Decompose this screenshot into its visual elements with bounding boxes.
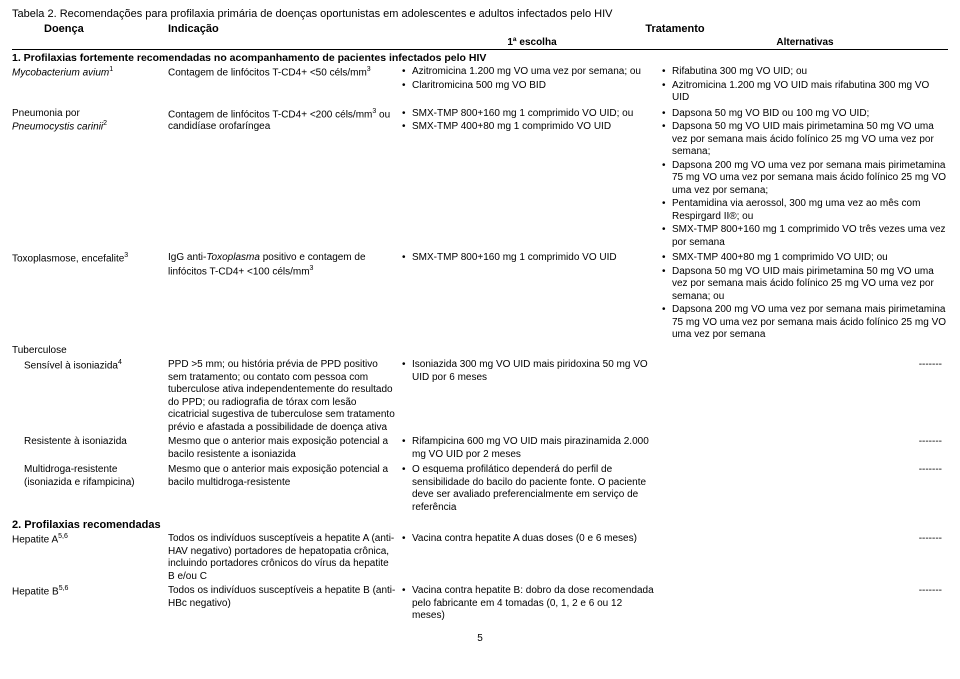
first-choice-list: Isoniazida 300 mg VO UID mais piridoxina…: [402, 359, 656, 384]
indication-cell: Todos os indivíduos susceptíveis a hepat…: [168, 585, 402, 610]
disease-name: Hepatite B: [12, 586, 59, 597]
table-row: Resistente à isoniazida Mesmo que o ante…: [12, 435, 948, 463]
header-indicacao: Indicação: [168, 23, 402, 35]
footnote-ref: 2: [103, 120, 107, 127]
disease-sub: Resistente à isoniazida: [12, 436, 162, 449]
first-choice-list: Vacina contra hepatite A duas doses (0 e…: [402, 533, 656, 546]
list-item: Vacina contra hepatite B: dobro da dose …: [402, 585, 656, 623]
list-item: SMX-TMP 800+160 mg 1 comprimido VO UID: [402, 252, 656, 265]
section1-title: 1. Profilaxias fortemente recomendadas n…: [12, 49, 948, 65]
alt-dash: -------: [662, 359, 948, 370]
alt-dash: -------: [662, 585, 948, 596]
first-choice-list: SMX-TMP 800+160 mg 1 comprimido VO UID: [402, 252, 656, 265]
list-item: O esquema profilático dependerá do perfi…: [402, 464, 656, 514]
indication-cell: Mesmo que o anterior mais exposição pote…: [168, 464, 402, 489]
list-item: Pentamidina via aerossol, 300 mg uma vez…: [662, 198, 948, 223]
indication-cell: PPD >5 mm; ou história prévia de PPD pos…: [168, 359, 402, 434]
alt-dash: -------: [662, 436, 948, 447]
list-item: Dapsona 200 mg VO uma vez por semana mai…: [662, 160, 948, 198]
footnote-ref: 4: [118, 359, 122, 366]
first-choice-list: Rifampicina 600 mg VO UID mais pirazinam…: [402, 436, 656, 461]
list-item: Dapsona 200 mg VO uma vez por semana mai…: [662, 304, 948, 342]
table-row: Hepatite B5,6 Todos os indivíduos suscep…: [12, 584, 948, 625]
list-item: Dapsona 50 mg VO UID mais pirimetamina 5…: [662, 121, 948, 159]
list-item: Isoniazida 300 mg VO UID mais piridoxina…: [402, 359, 656, 384]
table-row: Hepatite A5,6 Todos os indivíduos suscep…: [12, 532, 948, 584]
list-item: Azitromicina 1.200 mg VO UID mais rifabu…: [662, 80, 948, 105]
list-item: Claritromicina 500 mg VO BID: [402, 80, 656, 93]
indication-cell: Contagem de linfócitos T-CD4+ <50 céls/m…: [168, 66, 402, 80]
indication-cell: Todos os indivíduos susceptíveis a hepat…: [168, 533, 402, 583]
list-item: Azitromicina 1.200 mg VO uma vez por sem…: [402, 66, 656, 79]
first-choice-list: SMX-TMP 800+160 mg 1 comprimido VO UID; …: [402, 108, 656, 134]
list-item: Dapsona 50 mg VO BID ou 100 mg VO UID;: [662, 108, 948, 121]
disease-sub: Multidroga-resistente (isoniazida e rifa…: [12, 464, 162, 489]
list-item: SMX-TMP 400+80 mg 1 comprimido VO UID; o…: [662, 252, 948, 265]
table-row: Multidroga-resistente (isoniazida e rifa…: [12, 463, 948, 516]
disease-name: Mycobacterium avium: [12, 67, 109, 78]
disease-name: Toxoplasmose, encefalite: [12, 253, 124, 264]
disease-name-italic: Pneumocystis carinii: [12, 121, 103, 132]
indication-cell: IgG anti-Toxoplasma positivo e contagem …: [168, 252, 402, 278]
header-row: Doença Indicação Tratamento: [12, 22, 948, 37]
first-choice-list: O esquema profilático dependerá do perfi…: [402, 464, 656, 514]
footnote-ref: 5,6: [59, 585, 69, 592]
list-item: SMX-TMP 800+160 mg 1 comprimido VO três …: [662, 224, 948, 249]
disease-name: Pneumonia por: [12, 108, 80, 119]
table-row: Sensível à isoniazida4 PPD >5 mm; ou his…: [12, 358, 948, 435]
alternatives-list: Rifabutina 300 mg VO UID; ou Azitromicin…: [662, 66, 948, 105]
indication-cell: Contagem de linfócitos T-CD4+ <200 céls/…: [168, 108, 402, 134]
alt-dash: -------: [662, 464, 948, 475]
list-item: SMX-TMP 800+160 mg 1 comprimido VO UID; …: [402, 108, 656, 121]
footnote-ref: 1: [109, 66, 113, 73]
first-choice-list: Vacina contra hepatite B: dobro da dose …: [402, 585, 656, 623]
table-title: Tabela 2. Recomendações para profilaxia …: [12, 8, 948, 20]
page-number: 5: [12, 633, 948, 644]
header-tratamento: Tratamento: [402, 23, 948, 35]
subheader-alt: Alternativas: [662, 37, 948, 48]
subheader-row: 1ª escolha Alternativas: [12, 37, 948, 49]
header-doenca: Doença: [12, 23, 168, 35]
table-row: Tuberculose: [12, 344, 948, 359]
first-choice-list: Azitromicina 1.200 mg VO uma vez por sem…: [402, 66, 656, 92]
indication-cell: Mesmo que o anterior mais exposição pote…: [168, 436, 402, 461]
subheader-primeira: 1ª escolha: [402, 37, 662, 48]
alternatives-list: SMX-TMP 400+80 mg 1 comprimido VO UID; o…: [662, 252, 948, 342]
section2-title: 2. Profilaxias recomendadas: [12, 516, 948, 532]
list-item: Rifampicina 600 mg VO UID mais pirazinam…: [402, 436, 656, 461]
table-row: Pneumonia por Pneumocystis carinii2 Cont…: [12, 107, 948, 252]
footnote-ref: 5,6: [58, 533, 68, 540]
list-item: SMX-TMP 400+80 mg 1 comprimido VO UID: [402, 121, 656, 134]
disease-sub: Sensível à isoniazida: [24, 360, 118, 371]
list-item: Rifabutina 300 mg VO UID; ou: [662, 66, 948, 79]
footnote-ref: 3: [124, 252, 128, 259]
disease-group: Tuberculose: [12, 345, 67, 356]
table-row: Mycobacterium avium1 Contagem de linfóci…: [12, 65, 948, 107]
alternatives-list: Dapsona 50 mg VO BID ou 100 mg VO UID; D…: [662, 108, 948, 250]
list-item: Vacina contra hepatite A duas doses (0 e…: [402, 533, 656, 546]
disease-name: Hepatite A: [12, 534, 58, 545]
alt-dash: -------: [662, 533, 948, 544]
table-row: Toxoplasmose, encefalite3 IgG anti-Toxop…: [12, 251, 948, 344]
list-item: Dapsona 50 mg VO UID mais pirimetamina 5…: [662, 266, 948, 304]
